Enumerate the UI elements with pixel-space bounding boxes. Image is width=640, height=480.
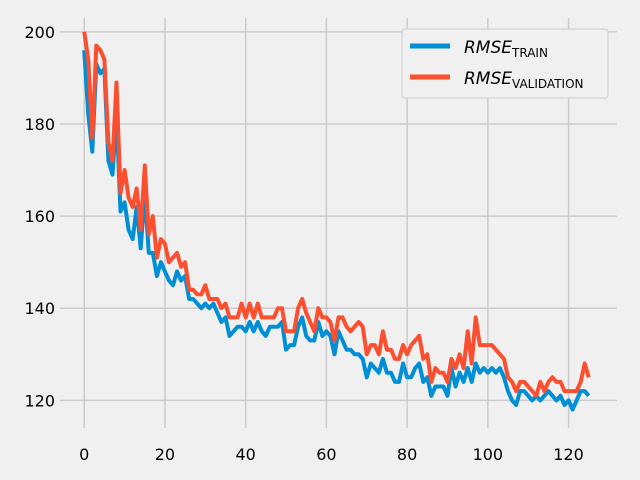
grid <box>60 18 617 428</box>
legend-label-train-sub: TRAIN <box>511 46 548 60</box>
series-line-train <box>82 50 591 412</box>
x-tick-label: 120 <box>553 445 584 464</box>
x-tick-label: 80 <box>397 445 417 464</box>
y-tick-label: 140 <box>24 299 55 318</box>
tick-labels: 0 20 40 60 80 100 120 120 140 160 180 200 <box>24 23 583 464</box>
legend-label-validation-sub: VALIDATION <box>512 77 583 91</box>
legend-label-train: RMSETRAIN <box>464 38 548 60</box>
y-tick-label: 160 <box>24 207 55 226</box>
legend-label-validation: RMSEVALIDATION <box>464 69 584 91</box>
y-tick-label: 180 <box>24 115 55 134</box>
legend: RMSETRAIN RMSEVALIDATION <box>401 28 609 99</box>
y-tick-label: 120 <box>24 391 55 410</box>
x-tick-label: 60 <box>316 445 336 464</box>
series-group <box>82 31 591 412</box>
x-tick-label: 0 <box>79 445 89 464</box>
legend-label-validation-base: RMSE <box>464 69 512 89</box>
x-tick-label: 100 <box>473 445 504 464</box>
x-tick-label: 20 <box>155 445 175 464</box>
series-line-validation <box>82 31 591 398</box>
legend-label-train-base: RMSE <box>464 38 512 58</box>
y-tick-label: 200 <box>24 23 55 42</box>
x-tick-label: 40 <box>235 445 255 464</box>
legend-box <box>401 28 609 99</box>
